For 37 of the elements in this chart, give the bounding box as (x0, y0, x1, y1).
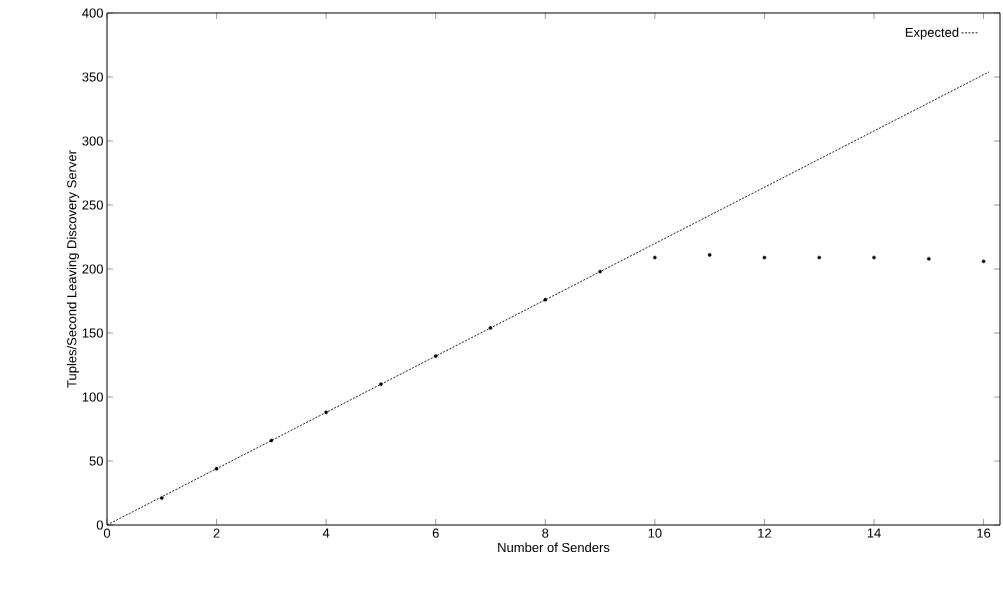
point (762, 255, 767, 260)
y-tick-label: 50 (89, 456, 103, 466)
point (214, 466, 219, 471)
y-tick-label: 0 (96, 520, 103, 530)
y-tick-label: 350 (82, 72, 103, 82)
point (707, 253, 712, 257)
y-tick-label: 150 (82, 328, 103, 338)
point (324, 410, 328, 415)
x-tick-label: 16 (977, 528, 991, 538)
y-axis-title: Tuples/Second Leaving Discovery Server (66, 150, 79, 388)
y-tick-label: 400 (82, 8, 103, 18)
point (817, 255, 822, 260)
point (653, 255, 657, 260)
x-tick-label: 0 (103, 528, 111, 538)
x-tick-label: 8 (542, 528, 549, 538)
x-axis-title: Number of Senders (498, 542, 610, 553)
point (981, 259, 986, 264)
y-tick-label: 100 (82, 392, 103, 402)
point (926, 256, 931, 261)
point (159, 496, 164, 500)
point (269, 438, 274, 443)
point (433, 354, 438, 358)
x-tick-label: 12 (758, 528, 772, 538)
x-tick-label: 6 (432, 528, 439, 538)
point (379, 382, 383, 386)
legend-label: Expected (905, 27, 959, 40)
point (543, 297, 548, 302)
x-tick-label: 4 (322, 528, 330, 538)
y-tick-label: 200 (82, 264, 103, 274)
y-tick-label: 300 (82, 136, 103, 146)
x-tick-label: 2 (213, 528, 220, 538)
point (598, 269, 602, 274)
point (872, 255, 876, 260)
x-tick-label: 14 (867, 528, 881, 538)
point (488, 326, 493, 330)
x-tick-label: 10 (648, 528, 662, 538)
y-tick-label: 250 (82, 200, 103, 210)
